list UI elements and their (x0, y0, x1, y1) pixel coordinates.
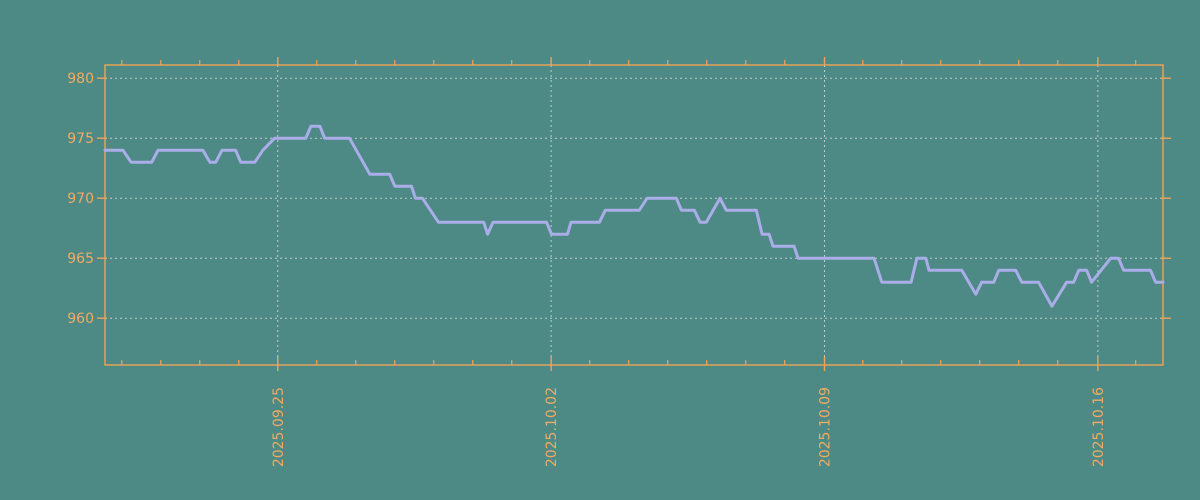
x-minor-ticks (121, 60, 1137, 365)
y-tick-label: 980 (67, 71, 94, 87)
y-tick-label: 965 (67, 251, 94, 267)
x-tick-label: 2025.10.09 (818, 387, 834, 467)
x-tick-label: 2025.10.16 (1091, 387, 1107, 467)
y-tick-label: 970 (67, 191, 94, 207)
y-tick-label: 975 (67, 131, 94, 147)
x-tick-label: 2025.09.25 (271, 387, 287, 467)
x-axis-labels: 2025.09.25 2025.10.02 2025.10.09 2025.10.16 (271, 387, 1107, 467)
y-tick-label: 960 (67, 311, 94, 327)
y-axis-labels: 960 965 970 975 980 (67, 71, 94, 327)
plot-border (104, 64, 1164, 366)
x-tick-label: 2025.10.02 (544, 387, 560, 467)
data-line-instances (103, 124, 1165, 308)
